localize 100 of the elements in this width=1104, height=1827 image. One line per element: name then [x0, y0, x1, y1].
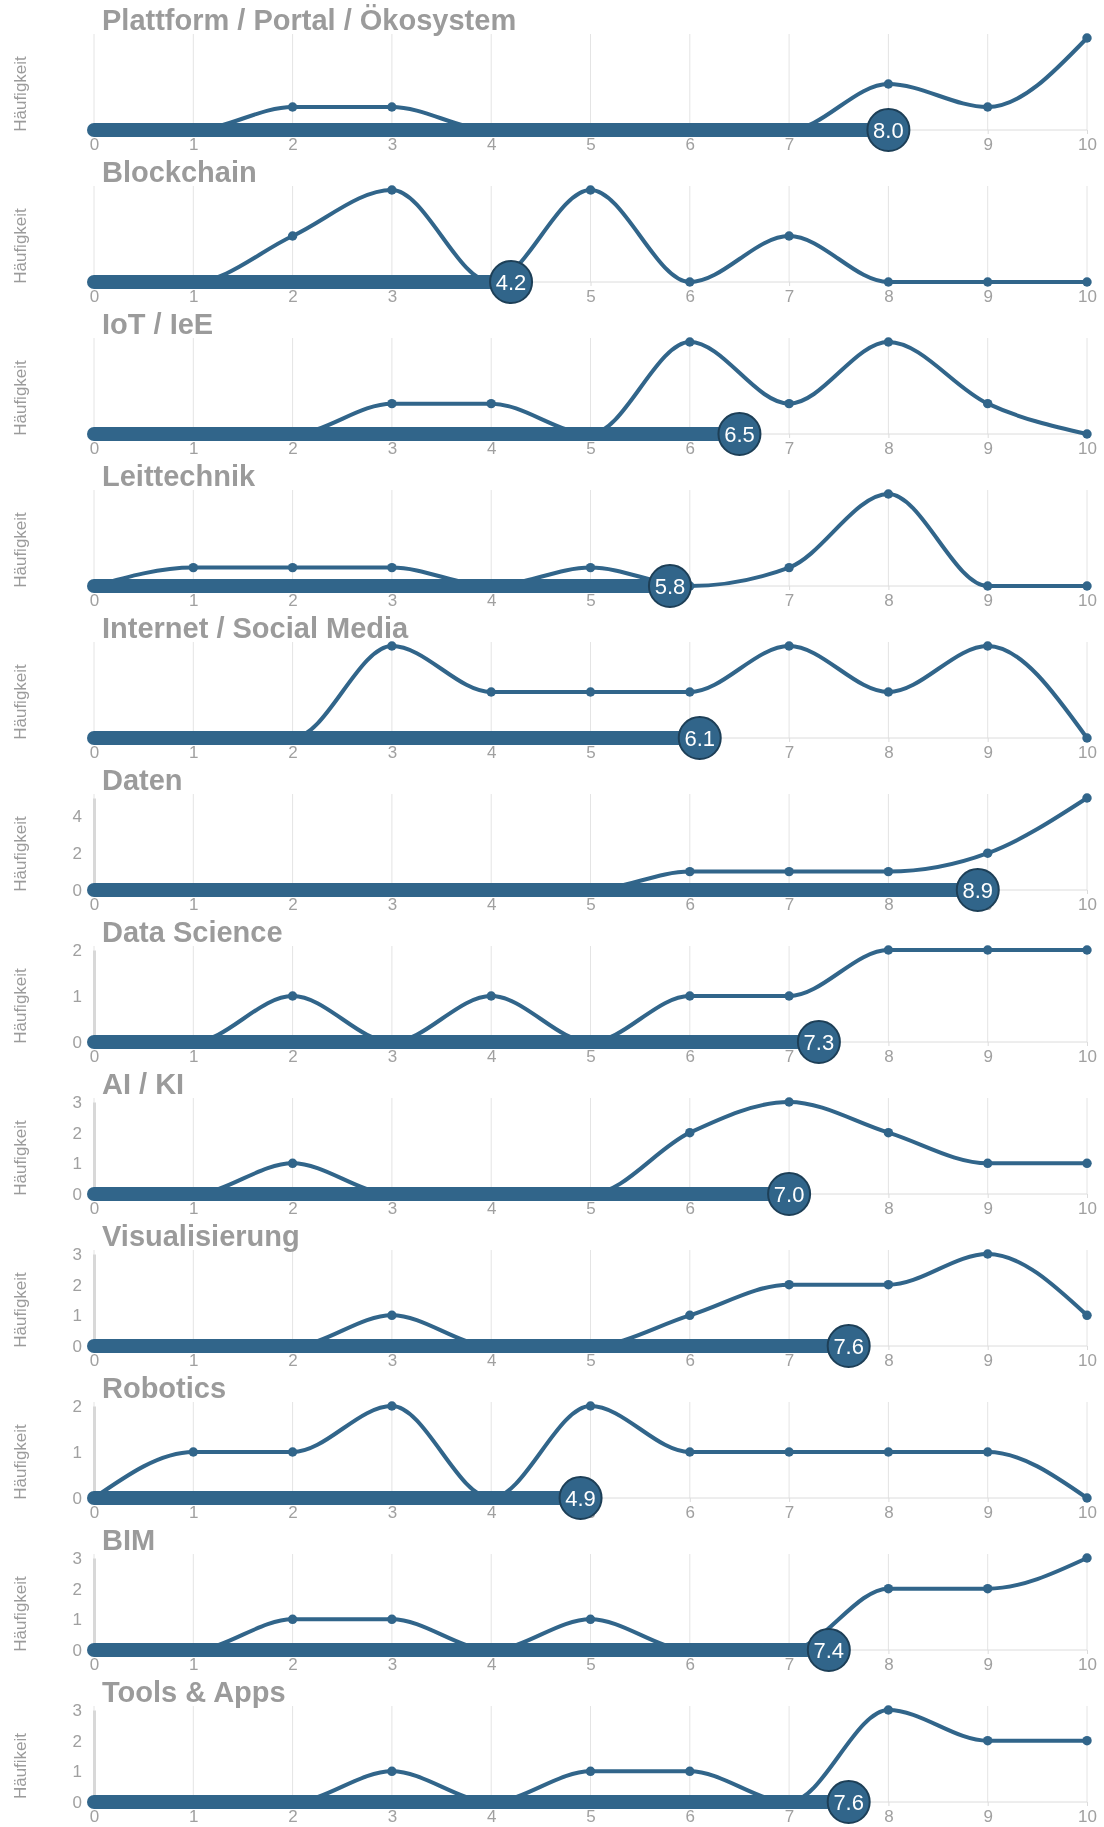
x-tick-label: 0 [89, 1351, 100, 1371]
x-tick-label: 10 [1078, 895, 1097, 915]
chart-title: Data Science [102, 916, 283, 948]
x-tick-label: 0 [89, 1503, 100, 1523]
x-tick-label: 7 [784, 1351, 795, 1371]
x-tick-label: 3 [387, 1503, 398, 1523]
point [387, 1401, 397, 1411]
point [784, 1279, 794, 1290]
y-tick-label: 2 [72, 1579, 82, 1599]
point [982, 1158, 993, 1169]
point [982, 848, 993, 858]
y-tick-label: 1 [72, 1610, 82, 1630]
x-tick-label: 3 [387, 895, 398, 915]
x-tick-label: 0 [89, 1807, 100, 1827]
point [188, 1447, 199, 1457]
point [1082, 1735, 1092, 1746]
y-tick-label: 2 [72, 1731, 82, 1751]
x-tick-label: 3 [387, 1807, 398, 1827]
y-tick-label: 0 [72, 1640, 82, 1660]
x-tick-label: 7 [784, 1807, 795, 1827]
x-tick-label: 6 [685, 135, 696, 155]
chart-title: Leittechnik [102, 460, 256, 492]
x-tick-label: 1 [189, 1655, 199, 1675]
x-tick-label: 7 [784, 135, 795, 155]
chart-title: IoT / IeE [102, 308, 214, 340]
x-tick-label: 1 [189, 743, 199, 763]
y-tick-label: 1 [72, 1762, 82, 1782]
x-tick-label: 2 [288, 743, 298, 763]
y-axis-title: Häufigkeit [11, 359, 30, 436]
x-tick-label: 3 [387, 591, 398, 611]
x-tick-label: 3 [387, 287, 398, 307]
x-tick-label: 9 [983, 1503, 993, 1523]
x-tick-label: 6 [685, 287, 696, 307]
y-axis-title: Häufigkeit [11, 511, 30, 588]
x-tick-label: 0 [89, 1047, 100, 1067]
x-tick-label: 4 [486, 1351, 497, 1371]
y-axis-title: Häufigkeit [11, 815, 30, 892]
x-tick-label: 0 [89, 135, 100, 155]
point [883, 866, 894, 877]
x-tick-label: 2 [288, 895, 298, 915]
x-tick-label: 10 [1078, 135, 1097, 155]
point [1082, 1493, 1092, 1503]
x-tick-label: 4 [486, 591, 497, 611]
x-tick-label: 5 [586, 895, 596, 915]
x-tick-label: 5 [586, 439, 596, 459]
y-axis-title: Häufigkeit [11, 55, 30, 132]
x-tick-label: 7 [784, 895, 795, 915]
point [982, 1447, 993, 1457]
y-axis-title: Häufikeit [11, 1732, 30, 1800]
x-tick-label: 1 [189, 1199, 199, 1219]
point [387, 1766, 397, 1777]
x-tick-label: 3 [387, 743, 398, 763]
y-tick-label: 1 [72, 1154, 82, 1174]
y-tick-label: 2 [72, 1396, 82, 1416]
point [883, 1127, 894, 1138]
x-tick-label: 6 [685, 1351, 696, 1371]
x-tick-label: 9 [983, 439, 993, 459]
x-tick-label: 8 [884, 591, 894, 611]
x-tick-label: 3 [387, 1351, 398, 1371]
y-axis-title: Häufigkeit [11, 1271, 30, 1348]
x-tick-label: 4 [486, 1047, 497, 1067]
x-tick-label: 10 [1078, 287, 1097, 307]
x-tick-label: 3 [387, 1047, 398, 1067]
annotation: 7.6 [833, 1334, 864, 1359]
x-tick-label: 5 [586, 1351, 596, 1371]
chart-title: Daten [102, 764, 183, 796]
y-tick-label: 3 [72, 1092, 82, 1112]
x-tick-label: 10 [1078, 1655, 1097, 1675]
point [287, 1158, 298, 1169]
x-tick-label: 7 [784, 287, 795, 307]
x-tick-label: 5 [586, 1047, 596, 1067]
y-tick-label: 2 [72, 940, 82, 960]
x-tick-label: 0 [89, 743, 100, 763]
x-tick-label: 5 [586, 135, 596, 155]
y-axis-title: Häufigkeit [11, 1423, 30, 1500]
point [685, 1447, 695, 1457]
x-tick-label: 9 [983, 287, 993, 307]
annotation: 8.0 [873, 118, 904, 143]
chart-title: Tools & Apps [102, 1676, 286, 1708]
x-tick-label: 10 [1078, 439, 1097, 459]
x-tick-label: 1 [189, 895, 199, 915]
y-tick-label: 0 [72, 1032, 82, 1052]
x-tick-label: 10 [1078, 1503, 1097, 1523]
annotation: 6.1 [684, 726, 716, 751]
annotation: 7.4 [813, 1638, 845, 1663]
x-tick-label: 10 [1078, 743, 1097, 763]
chart-title: AI / KI [102, 1068, 185, 1100]
x-tick-label: 4 [486, 439, 497, 459]
x-tick-label: 2 [288, 135, 298, 155]
x-tick-label: 9 [983, 135, 993, 155]
point [883, 1583, 894, 1594]
x-tick-label: 0 [89, 287, 100, 307]
point [1082, 1158, 1092, 1169]
point [685, 866, 695, 877]
x-tick-label: 5 [586, 1655, 596, 1675]
y-axis-title: Häufigkeit [11, 967, 30, 1044]
y-tick-label: 0 [72, 1336, 82, 1356]
annotation: 7.0 [773, 1182, 805, 1207]
point [287, 1447, 298, 1457]
x-tick-label: 0 [89, 895, 100, 915]
